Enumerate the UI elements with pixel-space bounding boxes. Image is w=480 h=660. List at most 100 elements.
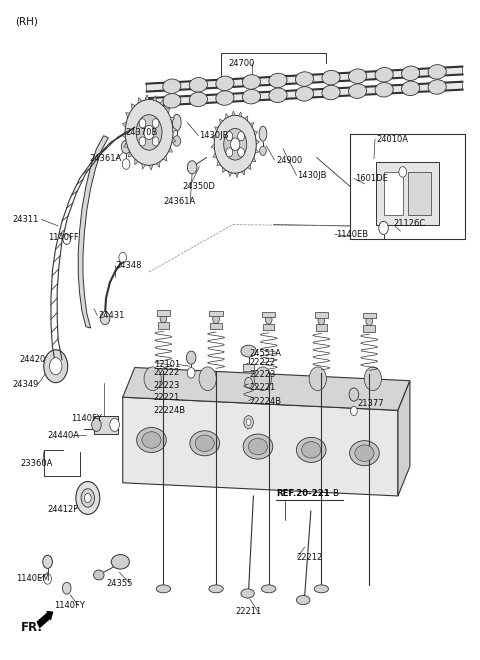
Ellipse shape [111,554,130,569]
Polygon shape [122,122,126,127]
Circle shape [92,418,101,432]
Ellipse shape [156,585,170,593]
Circle shape [44,350,68,383]
Polygon shape [172,137,176,143]
Circle shape [214,115,256,174]
Text: 1140EB: 1140EB [336,230,368,239]
Text: 1601DE: 1601DE [355,174,388,183]
Circle shape [63,234,71,244]
Polygon shape [163,156,167,161]
Polygon shape [173,127,177,133]
Circle shape [260,147,266,156]
Text: 24010A: 24010A [376,135,408,143]
Text: 24551A: 24551A [250,348,282,358]
Ellipse shape [348,84,367,98]
Ellipse shape [259,126,267,141]
Bar [94,416,118,434]
Polygon shape [145,94,149,100]
Ellipse shape [142,432,161,448]
Circle shape [349,388,359,401]
Polygon shape [126,113,130,117]
Text: 22224B: 22224B [154,406,186,415]
Ellipse shape [348,69,367,83]
Circle shape [318,315,324,325]
Polygon shape [235,173,239,178]
Text: (RH): (RH) [15,16,38,27]
Polygon shape [215,127,218,131]
Circle shape [100,312,110,325]
Circle shape [226,148,233,157]
Text: 24355: 24355 [106,579,132,588]
Ellipse shape [428,65,446,79]
Polygon shape [142,164,145,169]
Polygon shape [131,104,135,109]
Ellipse shape [296,438,326,463]
Polygon shape [149,165,153,170]
Text: 24348: 24348 [116,261,142,270]
Polygon shape [398,381,410,496]
Ellipse shape [375,67,393,82]
Ellipse shape [402,66,420,81]
Polygon shape [252,158,256,162]
Polygon shape [212,135,215,140]
Polygon shape [228,172,232,177]
Text: 24361A: 24361A [89,154,121,163]
Circle shape [62,582,71,594]
Polygon shape [124,143,128,147]
Ellipse shape [428,80,446,94]
Circle shape [49,358,62,375]
Polygon shape [219,119,223,124]
Ellipse shape [189,92,207,107]
Circle shape [364,367,382,391]
Text: 24431: 24431 [99,311,125,320]
Polygon shape [254,131,258,135]
Ellipse shape [262,585,276,593]
Ellipse shape [314,585,328,593]
Circle shape [246,419,251,426]
Polygon shape [146,67,463,92]
Text: 23360A: 23360A [21,459,53,467]
Ellipse shape [195,435,214,451]
Polygon shape [211,145,215,148]
Ellipse shape [242,89,261,104]
Ellipse shape [355,445,374,461]
Polygon shape [121,133,125,137]
Text: 21126C: 21126C [393,219,425,228]
Ellipse shape [94,570,104,580]
Text: 22222: 22222 [154,368,180,378]
Bar [243,364,254,371]
Ellipse shape [269,73,287,88]
Polygon shape [255,148,259,153]
Circle shape [76,482,100,514]
Ellipse shape [241,345,256,357]
Text: 22222: 22222 [250,358,276,368]
Circle shape [144,367,161,391]
Text: 24361A: 24361A [163,197,196,206]
Text: 22224B: 22224B [250,397,282,406]
Ellipse shape [242,75,261,89]
Bar [157,310,170,315]
Text: 24440A: 24440A [48,431,80,440]
Circle shape [379,221,388,234]
Circle shape [224,129,247,160]
Polygon shape [153,96,156,101]
Circle shape [213,314,219,323]
Polygon shape [78,136,108,328]
Polygon shape [256,140,259,145]
Circle shape [110,418,120,432]
Ellipse shape [190,431,219,456]
Ellipse shape [137,428,166,453]
Ellipse shape [216,76,234,90]
Circle shape [186,351,196,364]
Polygon shape [168,147,172,152]
Circle shape [152,137,159,146]
Circle shape [187,368,195,378]
Bar [363,325,375,331]
Bar [362,313,376,318]
Circle shape [350,407,357,416]
Text: 24350D: 24350D [182,182,216,191]
Ellipse shape [322,85,340,100]
Circle shape [238,131,244,141]
Circle shape [245,378,252,388]
Polygon shape [123,397,398,496]
